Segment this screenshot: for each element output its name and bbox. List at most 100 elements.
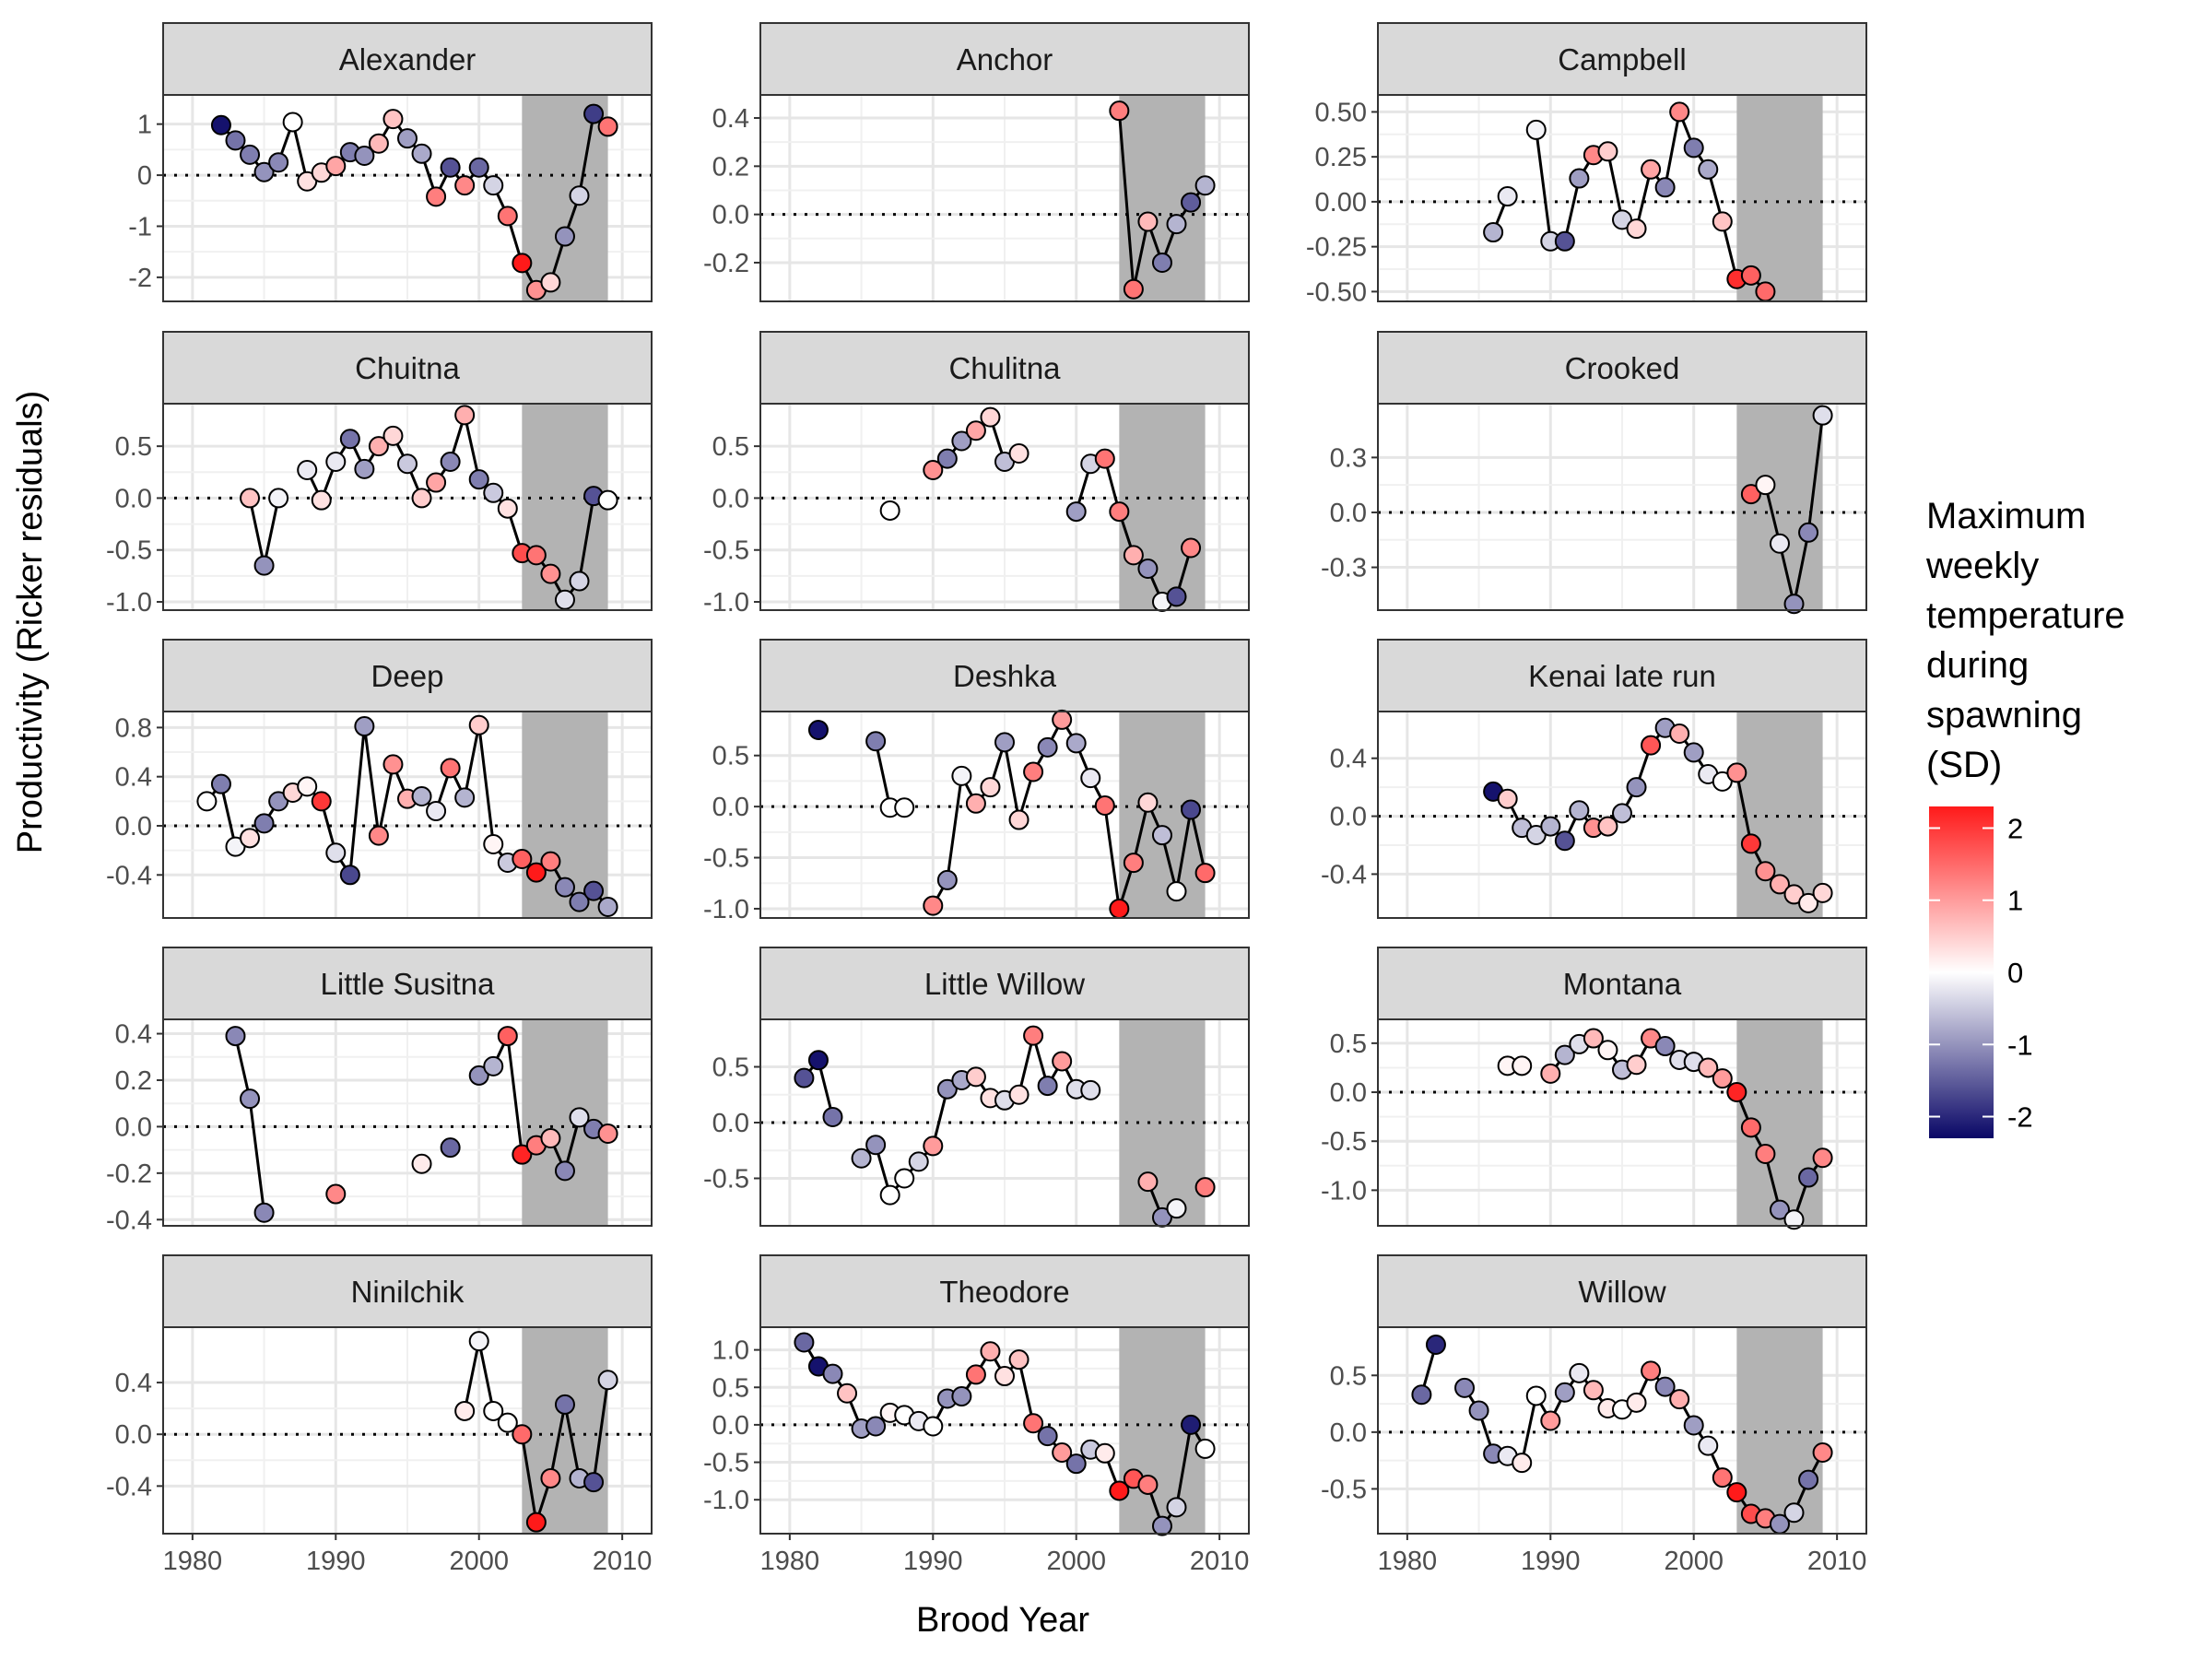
x-tick-label: 2000 [1664,1547,1724,1576]
panel-border [759,94,1250,302]
data-point [1740,484,1761,505]
data-point [908,1151,929,1172]
legend-title-line: (SD) [1926,745,2002,785]
data-point [483,175,504,196]
data-point [936,869,958,890]
data-point [597,489,618,511]
data-point [1123,853,1144,874]
data-point [554,226,575,247]
data-point [1654,177,1676,198]
data-point [1783,1209,1805,1230]
data-point [1554,1382,1575,1403]
data-point [1769,533,1790,554]
facet-strip [162,639,653,712]
data-point [454,1400,476,1421]
data-point [253,1202,275,1223]
data-point [597,1123,618,1144]
data-point [1740,265,1761,286]
data-point [411,143,432,164]
legend-tick-label: -1 [2007,1029,2033,1061]
legend-title-line: spawning [1926,695,2082,735]
data-point [1669,724,1690,745]
data-point [454,175,476,196]
data-point [1726,1482,1747,1503]
y-tick-label: -1.0 [703,588,749,618]
data-point [339,429,360,450]
data-point [1798,1469,1819,1490]
data-point [468,1065,489,1086]
data-point [865,1135,887,1156]
data-point [483,1055,504,1077]
data-point [468,1331,489,1352]
y-tick-label: -1.0 [703,1486,749,1515]
data-point [951,430,972,452]
data-point [569,185,590,206]
data-point [994,1366,1015,1387]
data-point [1109,898,1130,919]
y-tick-label: -0.4 [1321,860,1367,889]
data-point [1109,100,1130,122]
panel-border [1377,711,1867,919]
legend-tick-label: 0 [2007,957,2023,989]
shaded-period [522,404,608,610]
shaded-period [1119,1019,1206,1226]
data-point [1151,825,1172,846]
data-point [1008,1349,1030,1371]
data-point [225,130,246,151]
data-point [1669,101,1690,123]
data-point [1569,168,1590,189]
data-point [1109,1480,1130,1501]
data-point [1783,594,1805,615]
data-point [1454,1377,1476,1398]
facet-title: Deshka [953,659,1057,693]
data-point [1654,1036,1676,1057]
data-point [525,545,547,566]
data-point [1525,1385,1547,1406]
y-tick-label: -1.0 [703,895,749,924]
facet-strip [1377,639,1867,712]
y-tick-label: -0.5 [1321,1127,1367,1157]
x-tick-label: 1980 [760,1547,820,1576]
data-point [311,489,332,511]
data-point [1626,1392,1647,1413]
y-tick-label: -0.4 [106,1472,152,1501]
data-point [554,1160,575,1182]
data-point [411,1153,432,1174]
data-point [554,589,575,610]
data-point [554,1394,575,1415]
data-point [468,714,489,735]
panel-willow: Willow 0.5 0.0 -0.5 1980 1990 2000 2010 [1321,1254,1867,1576]
data-point [1181,192,1202,213]
data-point [411,488,432,509]
data-point [1583,1028,1604,1049]
y-tick-label: -1.0 [106,588,152,618]
panel-border [162,94,653,302]
legend-title-line: weekly [1925,546,2039,586]
data-point [1468,1400,1489,1421]
data-point [923,1135,944,1157]
data-point [1726,762,1747,783]
data-point [1008,809,1030,830]
legend-tick-label: -2 [2007,1101,2033,1134]
data-point [240,1088,261,1110]
data-point [497,1026,518,1047]
facet-title: Little Willow [924,967,1085,1001]
data-point [1137,558,1159,579]
panel-chulitna: Chulitna 0.5 0.0 -0.5 -1.0 [703,331,1250,618]
facet-title: Montana [1563,967,1682,1001]
facet-title: Chuitna [355,351,460,385]
panel-kenai-late-run: Kenai late run 0.4 0.0 -0.4 [1321,639,1867,919]
data-point [540,1467,561,1488]
shaded-period [522,1327,608,1534]
data-point [1712,211,1733,232]
data-point [297,460,318,481]
data-point [597,1370,618,1391]
y-tick-label: -0.25 [1306,233,1367,263]
y-tick-label: -0.5 [106,536,152,566]
y-tick-label: 0.4 [712,104,749,134]
data-point [1569,1362,1590,1383]
panel-little-susitna: Little Susitna 0.4 0.2 0.0 -0.2 -0.4 [106,947,653,1235]
panel-montana: Montana 0.5 0.0 -0.5 -1.0 [1321,947,1867,1230]
data-point [1597,141,1618,162]
data-point [1726,1082,1747,1103]
